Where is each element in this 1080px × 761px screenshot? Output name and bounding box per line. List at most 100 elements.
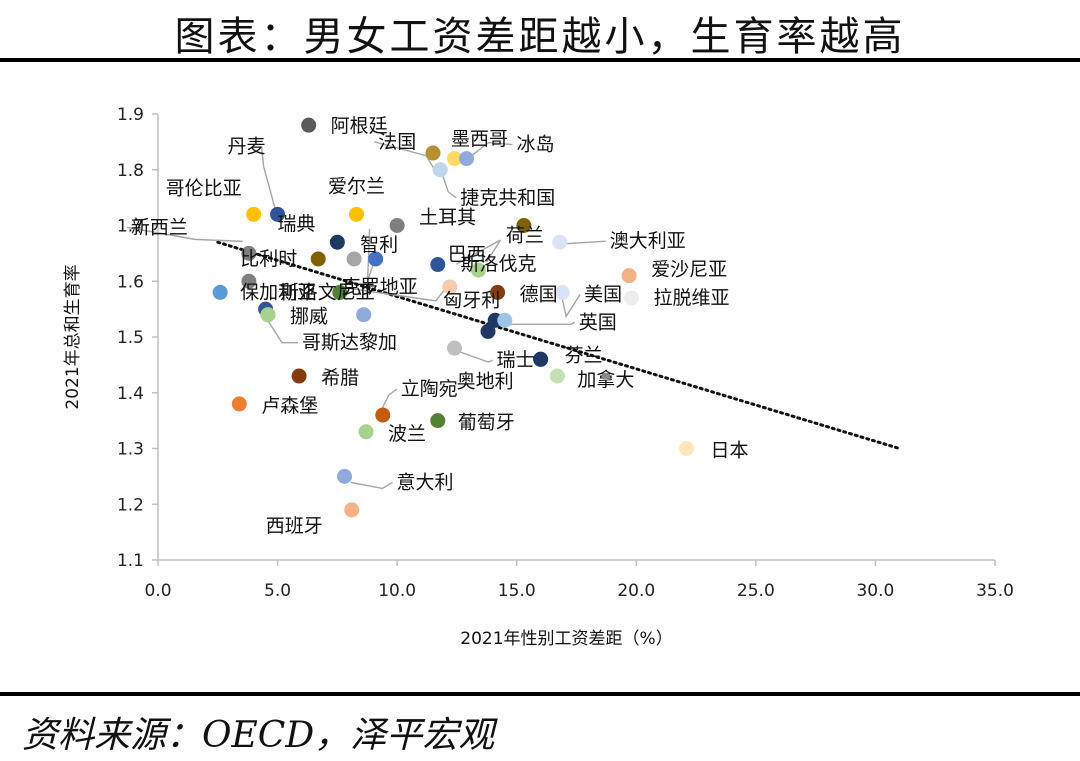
point-label: 法国 [378, 131, 416, 153]
point-label: 保加利亚 [240, 281, 316, 303]
leader-line [441, 173, 457, 199]
y-tick-label: 1.7 [117, 217, 144, 237]
bottom-divider [0, 692, 1080, 696]
leader-line [470, 141, 513, 158]
point-label: 哥伦比亚 [166, 177, 242, 199]
point-label: 爱沙尼亚 [651, 259, 727, 281]
data-point [356, 307, 372, 323]
point-label: 丹麦 [228, 135, 266, 157]
point-label: 爱尔兰 [328, 175, 385, 197]
data-point [442, 279, 458, 295]
x-axis-title: 2021年性别工资差距（%） [460, 629, 672, 649]
data-point [329, 234, 345, 250]
point-label: 立陶宛 [401, 378, 458, 400]
point-label: 土耳其 [419, 207, 476, 229]
data-point [368, 251, 384, 267]
point-label: 瑞典 [277, 213, 315, 235]
data-point [554, 284, 570, 300]
data-point [425, 145, 441, 161]
data-points [212, 117, 695, 518]
y-tick-label: 1.4 [117, 384, 144, 404]
data-point [430, 257, 446, 273]
point-label: 芬兰 [565, 344, 603, 366]
data-point [447, 151, 463, 167]
point-label: 美国 [584, 283, 622, 305]
data-point [241, 245, 257, 261]
data-point [430, 413, 446, 429]
point-label: 西班牙 [266, 515, 323, 537]
point-label: 斯洛伐克 [460, 253, 536, 275]
point-label: 葡萄牙 [458, 412, 515, 434]
point-label: 挪威 [290, 306, 328, 328]
x-tick-label: 20.0 [617, 581, 655, 601]
data-point [549, 368, 565, 384]
leader-line [460, 351, 493, 363]
scatter-chart: 0.0 5.0 10.0 15.0 20.0 25.0 30.0 35.0 1.1 1.2 1.3 1… [63, 105, 1014, 649]
y-tick-label: 1.3 [117, 440, 144, 460]
data-point [624, 290, 640, 306]
page-title: 图表：男女工资差距越小，生育率越高 [174, 14, 906, 60]
data-point [346, 251, 362, 267]
point-label: 拉脱维亚 [654, 287, 730, 309]
point-label: 克罗地亚 [342, 276, 418, 298]
point-label: 加拿大 [577, 368, 634, 391]
y-tick-label: 1.9 [117, 105, 144, 125]
x-tick-label: 0.0 [144, 581, 171, 601]
data-point [516, 218, 532, 233]
point-label: 德国 [520, 283, 558, 305]
leader-line [456, 239, 502, 265]
top-divider [0, 58, 1080, 62]
data-point [310, 251, 326, 267]
x-tick-label: 30.0 [856, 581, 894, 601]
y-tick-label: 1.6 [117, 272, 144, 292]
data-point [260, 307, 276, 323]
data-point [375, 407, 391, 423]
data-point [497, 312, 513, 328]
data-point [480, 323, 496, 339]
source-note: 资料来源：OECD，泽平宏观 [22, 715, 495, 756]
point-label: 匈牙利 [443, 289, 500, 311]
point-label: 希腊 [321, 367, 359, 389]
x-tick-label: 25.0 [737, 581, 775, 601]
data-point [332, 284, 348, 300]
point-label: 捷克共和国 [460, 187, 555, 209]
point-label: 智利 [360, 234, 398, 256]
data-point [470, 262, 486, 278]
data-point [389, 218, 405, 233]
x-tick-label: 15.0 [498, 581, 536, 601]
data-point [348, 206, 364, 222]
trendline-layer [216, 240, 901, 450]
data-point [241, 273, 257, 289]
point-label: 波兰 [388, 423, 426, 445]
point-label: 新西兰 [131, 216, 188, 238]
data-point [291, 368, 307, 384]
leader-line [260, 146, 277, 211]
trendline [216, 240, 901, 450]
point-label: 荷兰 [506, 225, 544, 247]
chart-axes: 0.0 5.0 10.0 15.0 20.0 25.0 30.0 35.0 1.1 1.2 1.3 1… [117, 105, 1014, 601]
point-label: 比利时 [240, 248, 297, 270]
point-label: 意大利 [397, 471, 454, 493]
leader-line [350, 481, 393, 490]
data-point [621, 268, 637, 284]
x-tick-label: 10.0 [378, 581, 416, 601]
data-point [447, 340, 463, 356]
data-point [679, 441, 695, 456]
y-axis-title: 2021年总和生育率 [63, 264, 83, 409]
x-tick-label: 35.0 [976, 581, 1014, 601]
point-label: 日本 [711, 440, 749, 462]
leader-line [508, 321, 576, 325]
point-label: 奥地利 [457, 370, 514, 392]
data-point [246, 206, 262, 222]
data-point [432, 162, 448, 178]
point-label: 墨西哥 [451, 128, 508, 150]
data-point [358, 424, 374, 440]
data-point [212, 284, 228, 300]
data-point [344, 502, 360, 518]
point-label: 卢森堡 [261, 395, 318, 417]
leader-line [561, 294, 581, 319]
data-point [231, 396, 247, 412]
point-label: 巴西 [448, 244, 486, 266]
data-point [458, 151, 474, 167]
